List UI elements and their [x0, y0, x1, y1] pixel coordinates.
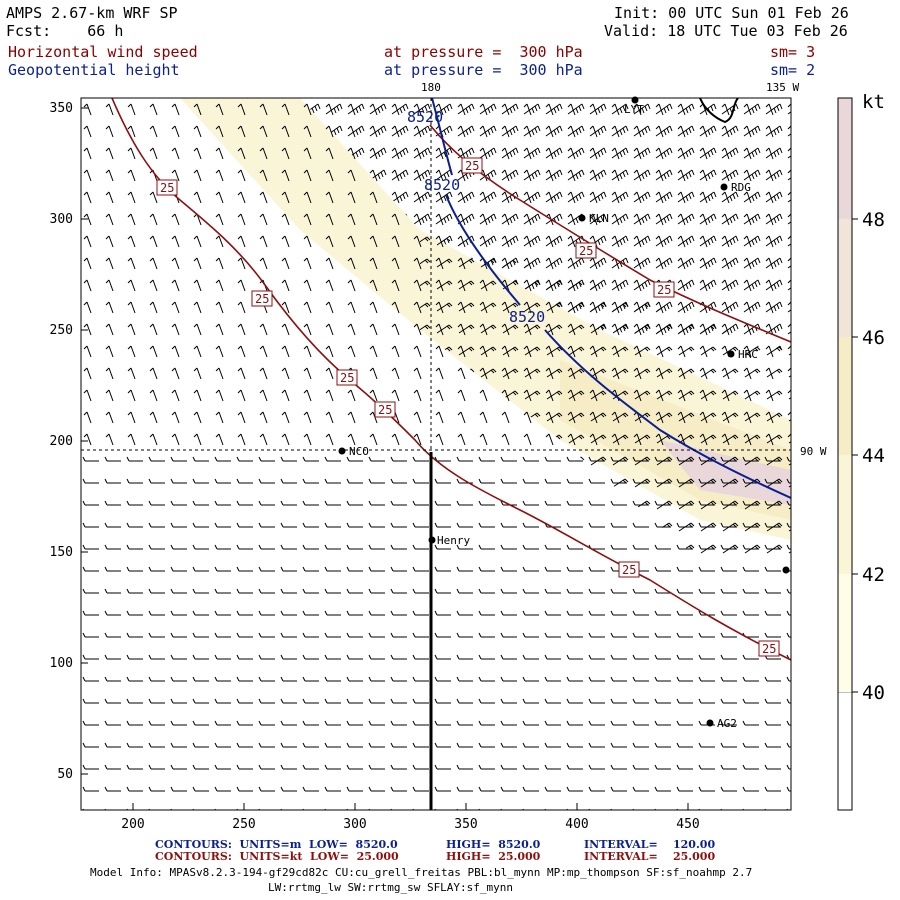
x-tick-label: 200: [121, 817, 144, 832]
stations: LYT RDG KLN HRC NCO Henry AG2: [338, 96, 790, 730]
contour-info-wind: CONTOURS: UNITS=kt LOW= 25.000: [155, 850, 399, 863]
height-contour-labels: 8520 8520 8520: [407, 108, 545, 326]
wind-barbs: [81, 98, 791, 810]
contour-info-wind-high: HIGH= 25.000: [446, 850, 541, 863]
x-tick-label: 250: [232, 817, 255, 832]
y-tick-label: 100: [50, 656, 73, 671]
field1-level: at pressure = 300 hPa: [384, 43, 583, 61]
coastline: [699, 98, 739, 124]
x-tick-label: 450: [676, 817, 699, 832]
colorbar-label-42: 42: [862, 564, 885, 586]
model-info: Model Info: MPASv8.2.3-194-gf29cd82c CU:…: [90, 866, 753, 879]
model-title: AMPS 2.67-km WRF SP: [6, 4, 178, 22]
x-tick-label: 350: [454, 817, 477, 832]
x-tick-label: 400: [565, 817, 588, 832]
station-henry: Henry: [437, 534, 470, 547]
contour-info-height-interval: INTERVAL= 120.00: [584, 838, 716, 851]
field2-level: at pressure = 300 hPa: [384, 61, 583, 79]
y-axis-labels: 50 100 150 200 250 300 350: [50, 101, 73, 782]
station-lyt: LYT: [624, 103, 644, 116]
height-contour-label: 8520: [509, 308, 545, 326]
lon-label-180: 180: [421, 81, 441, 94]
y-tick-label: 200: [50, 434, 73, 449]
colorbar-label-46: 46: [862, 327, 885, 349]
field1-name: Horizontal wind speed: [8, 43, 198, 61]
lon-label-90w: 90 W: [800, 445, 827, 458]
station-hrc: HRC: [738, 348, 758, 361]
wind-contour-labels: 25 25 25 25 25 25 25 25 25: [156, 157, 780, 657]
height-contour-label: 8520: [407, 108, 443, 126]
x-tick-label: 300: [343, 817, 366, 832]
height-contour-label: 8520: [424, 176, 460, 194]
lon-label-135w: 135 W: [766, 81, 799, 94]
station-kln: KLN: [589, 212, 609, 225]
init-time: Init: 00 UTC Sun 01 Feb 26: [614, 4, 849, 22]
longitude-labels: 180 135 W 90 W: [421, 81, 827, 458]
station-ag2: AG2: [717, 717, 737, 730]
station-rdg: RDG: [731, 181, 751, 194]
y-tick-label: 250: [50, 323, 73, 338]
y-tick-label: 150: [50, 545, 73, 560]
colorbar-label-40: 40: [862, 682, 885, 704]
colorbar-label-48: 48: [862, 209, 885, 231]
field2-name: Geopotential height: [8, 61, 180, 79]
wind-contour-label: 25: [579, 244, 593, 258]
field2-smoothing: sm= 2: [770, 61, 816, 79]
y-tick-label: 350: [50, 101, 73, 116]
colorbar: kt 48 46 44 42 40: [837, 91, 885, 811]
graticule: [81, 98, 791, 451]
y-tick-label: 300: [50, 212, 73, 227]
wind-contour-label: 25: [622, 563, 636, 577]
wind-contour-label: 25: [340, 371, 354, 385]
field1-smoothing: sm= 3: [770, 43, 816, 61]
plot-frame: [80, 97, 792, 811]
wind-contour-label: 25: [378, 403, 392, 417]
valid-time: Valid: 18 UTC Tue 03 Feb 26: [604, 22, 848, 40]
station-nco: NCO: [349, 445, 369, 458]
y-tick-label: 50: [57, 767, 73, 782]
wind-contour-label: 25: [657, 283, 671, 297]
x-axis-labels: 200 250 300 350 400 450: [121, 817, 699, 832]
colorbar-unit: kt: [862, 91, 885, 113]
model-info-2: LW:rrtmg_lw SW:rrtmg_sw SFLAY:sf_mynn: [268, 881, 514, 894]
wind-contour-label: 25: [465, 159, 479, 173]
colorbar-label-44: 44: [862, 445, 885, 467]
contour-info-wind-interval: INTERVAL= 25.000: [584, 850, 716, 863]
height-contour: [431, 98, 791, 499]
wind-contour-label: 25: [762, 642, 776, 656]
contour-info-height: CONTOURS: UNITS=m LOW= 8520.0: [155, 838, 398, 851]
wind-contour-label: 25: [160, 181, 174, 195]
contour-info-height-high: HIGH= 8520.0: [446, 838, 541, 851]
axis-ticks: [81, 107, 689, 810]
wind-contour-label: 25: [255, 292, 269, 306]
forecast-hour: Fcst: 66 h: [6, 22, 124, 40]
